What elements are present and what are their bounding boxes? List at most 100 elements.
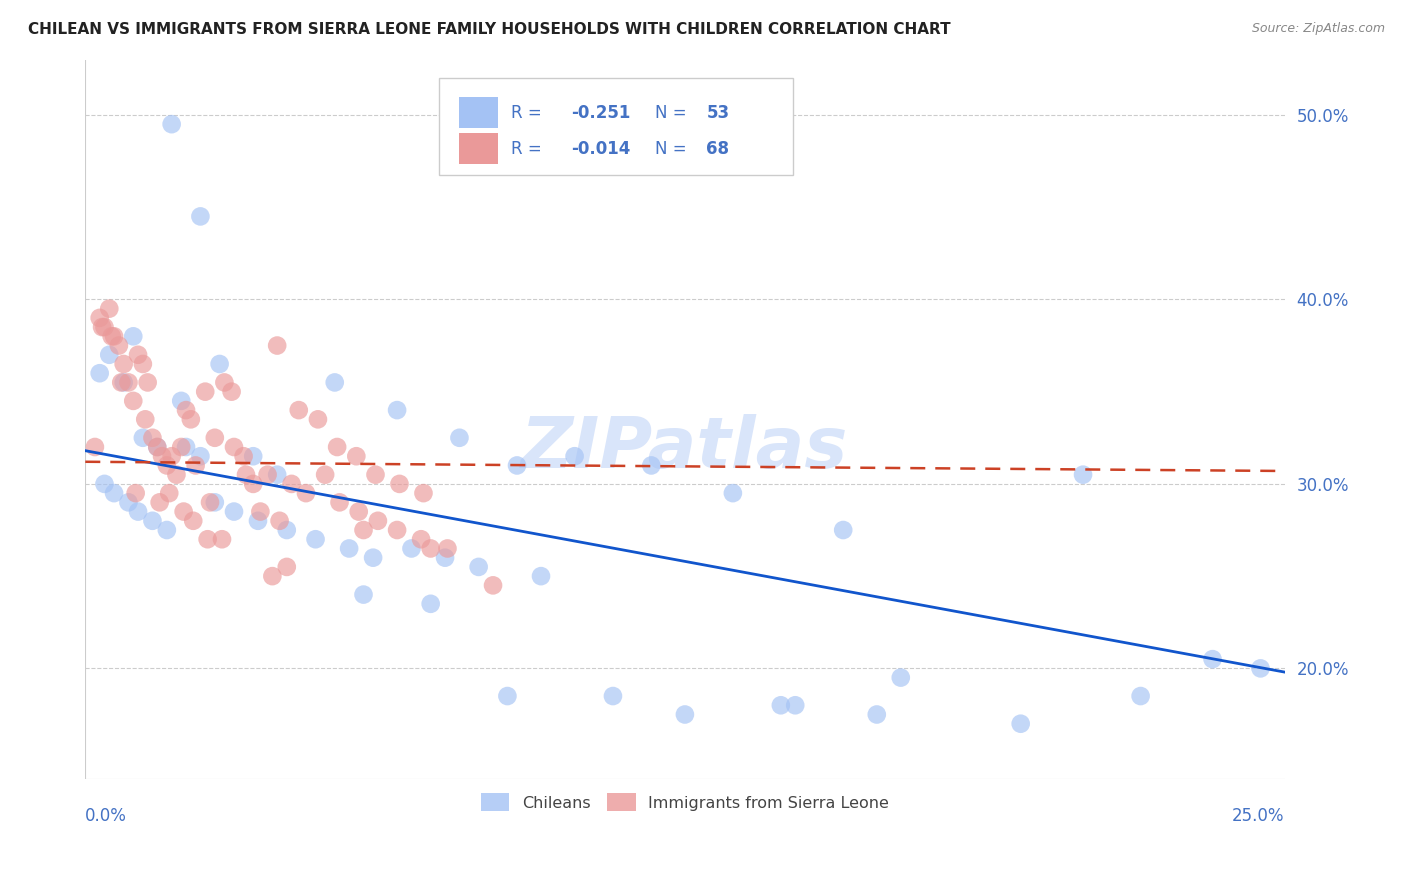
Point (204, 495, 226, 509)
Point (89, 366, 111, 380)
Point (280, 476, 302, 491)
Text: Source: ZipAtlas.com: Source: ZipAtlas.com (1251, 22, 1385, 36)
Point (100, 329, 122, 343)
Point (409, 533, 432, 547)
Text: CHILEAN VS IMMIGRANTS FROM SIERRA LEONE FAMILY HOUSEHOLDS WITH CHILDREN CORRELAT: CHILEAN VS IMMIGRANTS FROM SIERRA LEONE … (28, 22, 950, 37)
Point (91, 320, 114, 334)
Point (124, 486, 146, 500)
Point (122, 329, 145, 343)
Point (157, 486, 180, 500)
Point (134, 412, 156, 426)
Point (262, 569, 284, 583)
Point (235, 467, 257, 482)
Point (364, 467, 387, 482)
Text: 68: 68 (706, 140, 730, 158)
Point (295, 486, 318, 500)
Point (769, 698, 792, 713)
Point (307, 412, 329, 426)
Point (530, 569, 553, 583)
Point (449, 431, 471, 445)
Point (190, 449, 212, 463)
Point (256, 467, 278, 482)
Point (93, 476, 115, 491)
Point (165, 467, 187, 482)
Text: 25.0%: 25.0% (1232, 806, 1285, 825)
Point (434, 550, 457, 565)
Point (174, 440, 197, 454)
Point (194, 384, 217, 399)
Point (117, 495, 139, 509)
Point (208, 357, 231, 371)
Point (184, 458, 207, 473)
Point (436, 541, 458, 556)
Point (108, 338, 131, 352)
FancyBboxPatch shape (439, 78, 793, 175)
Point (132, 357, 155, 371)
Point (150, 449, 173, 463)
Point (353, 523, 375, 537)
Point (146, 440, 169, 454)
Text: -0.251: -0.251 (571, 103, 630, 121)
Point (141, 431, 163, 445)
Point (276, 560, 298, 574)
Point (146, 440, 169, 454)
Point (890, 671, 912, 685)
Point (246, 514, 269, 528)
Text: N =: N = (655, 103, 692, 121)
Point (180, 412, 202, 426)
Point (83, 440, 105, 454)
Point (1129, 689, 1152, 703)
Point (467, 560, 489, 574)
Point (1250, 661, 1272, 675)
Text: 53: 53 (706, 103, 730, 121)
Point (721, 486, 744, 500)
Point (149, 495, 172, 509)
Point (1071, 467, 1094, 482)
Point (344, 449, 367, 463)
Point (353, 588, 375, 602)
Point (117, 376, 139, 390)
Point (506, 458, 529, 473)
Point (602, 689, 624, 703)
Point (337, 541, 360, 556)
Point (482, 578, 505, 592)
Point (160, 117, 183, 131)
Legend: Chileans, Immigrants from Sierra Leone: Chileans, Immigrants from Sierra Leone (474, 787, 896, 818)
Point (401, 541, 423, 556)
Point (328, 495, 350, 509)
Point (367, 514, 389, 528)
Text: R =: R = (510, 103, 547, 121)
Point (347, 505, 370, 519)
Point (385, 523, 408, 537)
Point (122, 393, 145, 408)
Point (385, 403, 408, 417)
Point (93, 320, 115, 334)
Point (242, 449, 264, 463)
Point (170, 440, 193, 454)
FancyBboxPatch shape (460, 133, 498, 164)
Point (266, 467, 288, 482)
Point (419, 541, 441, 556)
Text: N =: N = (655, 140, 692, 158)
Text: 0.0%: 0.0% (86, 806, 127, 825)
Point (361, 550, 384, 565)
Point (266, 338, 288, 352)
Point (326, 440, 349, 454)
Point (866, 707, 889, 722)
Point (419, 597, 441, 611)
Point (132, 431, 155, 445)
Point (103, 329, 125, 343)
Point (496, 689, 519, 703)
Point (98, 348, 121, 362)
Point (221, 384, 243, 399)
Point (1201, 652, 1223, 666)
Point (190, 210, 212, 224)
Point (564, 449, 586, 463)
Point (222, 505, 245, 519)
Point (640, 458, 662, 473)
Point (127, 348, 149, 362)
Point (276, 523, 298, 537)
Point (136, 376, 159, 390)
Point (170, 393, 193, 408)
Point (198, 495, 221, 509)
